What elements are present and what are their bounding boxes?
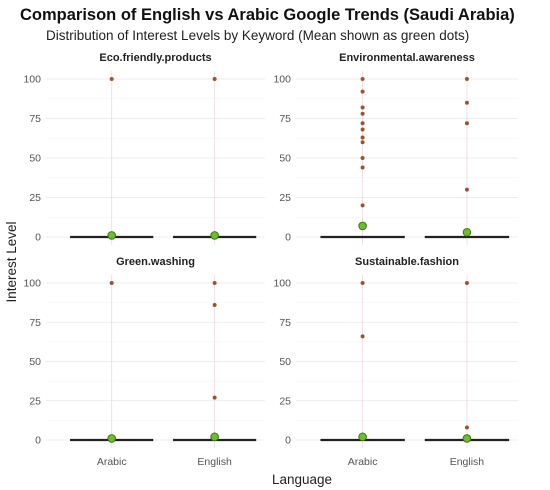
facet-label: Sustainable.fashion	[355, 256, 459, 268]
outlier-point	[464, 425, 469, 430]
outlier-point	[212, 302, 217, 307]
outlier-point	[212, 281, 217, 285]
outlier-point	[360, 156, 365, 160]
outlier-point	[464, 121, 469, 126]
facet-label: Eco.friendly.products	[99, 52, 211, 64]
outlier-point	[360, 105, 365, 110]
outlier-point	[360, 203, 365, 208]
outlier-point	[464, 77, 469, 81]
y-tick-label: 75	[279, 317, 291, 329]
outlier-point	[464, 100, 469, 105]
y-tick-label: 0	[35, 435, 41, 447]
mean-dot	[358, 221, 367, 231]
outlier-point	[360, 111, 365, 116]
outlier-point	[360, 281, 365, 285]
y-axis-title: Interest Level	[4, 221, 19, 302]
outlier-point	[109, 281, 114, 285]
mean-dot	[358, 432, 367, 442]
y-tick-label: 75	[279, 113, 291, 125]
y-tick-label: 75	[29, 113, 41, 125]
x-tick-label: English	[197, 456, 232, 468]
y-tick-label: 0	[35, 232, 41, 244]
outlier-point	[109, 77, 114, 81]
mean-dot	[210, 432, 219, 442]
y-tick-label: 0	[285, 435, 291, 447]
outlier-point	[464, 187, 469, 192]
outlier-point	[360, 77, 365, 81]
outlier-point	[464, 281, 469, 285]
y-tick-label: 100	[273, 278, 291, 290]
y-tick-label: 50	[279, 153, 291, 165]
y-tick-label: 0	[285, 232, 291, 244]
outlier-point	[360, 140, 365, 145]
facet-panel: Eco.friendly.products 0 25 50 75 100	[23, 52, 265, 245]
y-tick-label: 50	[29, 153, 41, 165]
y-tick-label: 100	[23, 74, 41, 86]
y-tick-label: 25	[279, 395, 291, 407]
x-tick-label: Arabic	[348, 456, 378, 468]
facet-label: Environmental.awareness	[339, 52, 475, 64]
mean-dot	[107, 434, 116, 443]
x-tick-label: English	[450, 456, 485, 468]
outlier-point	[212, 395, 217, 400]
chart-subtitle: Distribution of Interest Levels by Keywo…	[46, 28, 469, 43]
y-tick-label: 50	[279, 356, 291, 368]
outlier-point	[360, 135, 365, 140]
outlier-point	[360, 89, 365, 94]
outlier-point	[360, 334, 365, 339]
y-tick-label: 25	[279, 192, 291, 204]
y-tick-label: 100	[23, 278, 41, 290]
mean-dot	[462, 227, 472, 237]
y-tick-label: 25	[29, 395, 41, 407]
x-tick-label: Arabic	[97, 456, 127, 468]
facet-panel: Sustainable.fashion 0 25 50 75 100 Arabic Engli…	[273, 256, 518, 468]
mean-dot	[210, 231, 219, 240]
mean-dot	[462, 434, 472, 443]
y-tick-label: 25	[29, 192, 41, 204]
outlier-point	[212, 77, 217, 81]
chart-title: Comparison of English vs Arabic Google T…	[20, 6, 515, 24]
facet-panels: Eco.friendly.products0255075100Environme…	[23, 52, 518, 468]
y-tick-label: 100	[273, 74, 291, 86]
outlier-point	[360, 165, 365, 170]
facet-panel: Green.washing 0 25 50 75 100 Arabic English	[23, 256, 265, 468]
y-tick-label: 75	[29, 317, 41, 329]
facet-panel: Environmental.awareness 0 25 50 75 100	[273, 52, 518, 245]
outlier-point	[360, 121, 365, 126]
x-axis-title: Language	[272, 472, 332, 487]
mean-dot	[107, 231, 116, 240]
y-tick-label: 50	[29, 356, 41, 368]
facet-label: Green.washing	[116, 256, 195, 268]
outlier-point	[360, 127, 365, 132]
